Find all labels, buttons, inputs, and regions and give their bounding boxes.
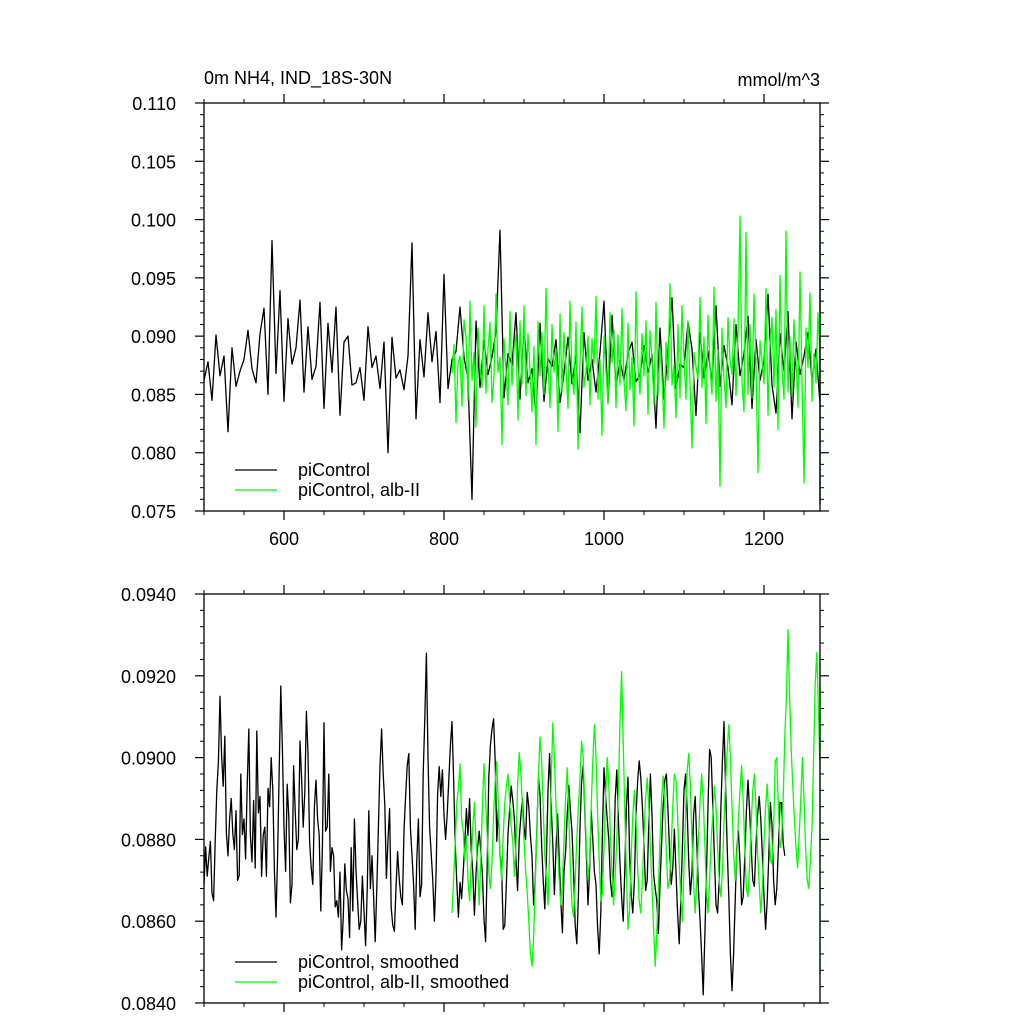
bottom-legend-label-smoothed: piControl, smoothed [298,952,459,972]
bottom-plot-frame [203,593,821,1004]
top-ytick-label: 0.085 [131,385,176,405]
bottom-ytick-label: 0.0940 [121,585,176,605]
top-legend: piControl piControl, alb-II [235,460,420,500]
top-ytick-label: 0.100 [131,211,176,231]
chart-title-left: 0m NH4, IND_18S-30N [204,68,392,89]
top-ytick-label: 0.080 [131,444,176,464]
bottom-series-line-1 [451,628,821,976]
bottom-ytick-label: 0.0840 [121,994,176,1014]
bottom-ytick-label: 0.0860 [121,912,176,932]
top-line-chart: 0m NH4, IND_18S-30N mmol/m^3 600 800 1000 1… [131,68,829,549]
top-legend-label-alb-ii: piControl, alb-II [298,480,420,500]
top-xtick-label: 1200 [744,529,784,549]
bottom-ytick-label: 0.0900 [121,749,176,769]
top-ytick-label: 0.075 [131,502,176,522]
bottom-line-chart: 0.0840 0.0860 0.0880 0.0900 0.0920 0.0940 piC… [121,585,829,1014]
bottom-ytick-label: 0.0920 [121,667,176,687]
top-xtick-label: 600 [269,529,299,549]
bottom-ytick-label: 0.0880 [121,830,176,850]
top-xtick-label: 1000 [584,529,624,549]
top-ytick-label: 0.105 [131,152,176,172]
bottom-legend: piControl, smoothed piControl, alb-II, s… [235,952,509,992]
bottom-series-line-0 [203,652,786,996]
bottom-legend-label-alb-ii-smoothed: piControl, alb-II, smoothed [298,972,509,992]
bottom-tick-group: 0.0840 0.0860 0.0880 0.0900 0.0920 0.0940 [121,585,829,1014]
top-series-group [203,137,821,505]
top-xtick-label: 800 [429,529,459,549]
top-ytick-label: 0.095 [131,269,176,289]
top-plot-frame [203,102,821,512]
top-legend-label-picontrol: piControl [298,460,370,480]
chart-units-label: mmol/m^3 [738,70,820,90]
top-tick-group: 600 800 1000 1200 0.075 0.080 0.085 0.090 0.095 0… [131,94,829,549]
bottom-series-group [203,628,821,996]
top-ytick-label: 0.090 [131,327,176,347]
top-ytick-label: 0.110 [132,94,176,114]
